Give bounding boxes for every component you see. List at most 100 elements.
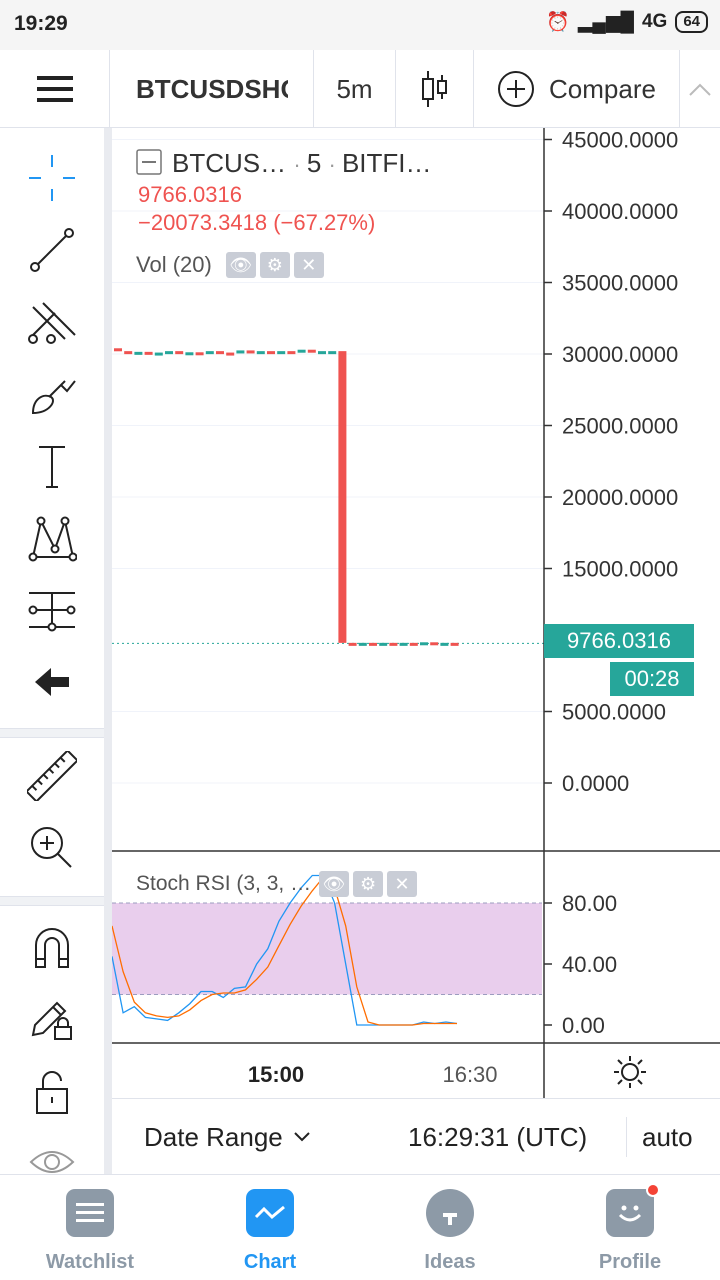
nav-profile-label: Profile <box>598 1251 662 1273</box>
chart-line-icon <box>246 1189 294 1237</box>
chart-area[interactable]: 45000.0000 40000.0000 35000.0000 30000.0000… <box>112 128 720 1098</box>
chart-settings-button[interactable] <box>612 1054 648 1090</box>
measure-levels-tool[interactable] <box>22 580 82 640</box>
pencil-lock-icon <box>31 1001 72 1040</box>
toolbar-divider <box>0 896 104 906</box>
signal-icon: ▂▄▆█ <box>577 11 634 33</box>
brush-tool[interactable] <box>22 364 82 424</box>
eye-icon[interactable]: 👁 <box>225 252 256 278</box>
list-icon <box>66 1189 114 1237</box>
price-tick-label: 5000.0000 <box>562 700 666 725</box>
close-icon[interactable]: ✕ <box>293 252 324 278</box>
candle <box>389 642 398 646</box>
candle <box>277 351 286 355</box>
volume-legend[interactable]: Vol (20) 👁 ⚙ ✕ <box>136 252 324 278</box>
stoch-series-line <box>112 876 457 1026</box>
stoch-band <box>112 903 542 995</box>
collapse-legend-icon[interactable] <box>136 149 162 175</box>
visibility-tool[interactable] <box>22 1134 82 1174</box>
crosshair-tool[interactable] <box>22 148 82 208</box>
lock-drawings-tool[interactable] <box>22 990 82 1050</box>
menu-button[interactable] <box>0 50 110 128</box>
candle <box>175 351 184 355</box>
candle <box>358 642 367 646</box>
candle <box>185 352 194 356</box>
nav-watchlist[interactable]: Watchlist <box>0 1189 180 1274</box>
candle <box>440 642 449 646</box>
interval-label: 5m <box>336 73 373 104</box>
trend-line-tool[interactable] <box>22 220 82 280</box>
alarm-icon: ⏰ <box>546 12 570 33</box>
candle <box>297 349 306 353</box>
back-tool[interactable] <box>22 652 82 712</box>
network-type: 4G <box>641 11 668 32</box>
candle <box>236 350 245 354</box>
ruler-tool[interactable] <box>22 746 82 806</box>
toolbar-separator <box>104 128 112 1174</box>
legend-last-price: 9766.0316 <box>138 182 242 207</box>
zoom-in-icon <box>31 827 72 868</box>
trend-line-icon <box>30 228 74 272</box>
nav-profile[interactable]: Profile <box>540 1183 720 1274</box>
auto-scale-button[interactable]: auto <box>642 1099 693 1175</box>
price-tick-label: 35000.0000 <box>562 271 678 296</box>
pitchfork-tool[interactable] <box>22 292 82 352</box>
drawing-toolbar <box>0 128 104 1174</box>
date-range-button[interactable]: Date Range <box>144 1099 311 1175</box>
chevron-up-icon <box>689 83 711 96</box>
chart-canvas[interactable]: 45000.0000 40000.0000 35000.0000 30000.0000… <box>112 128 720 1098</box>
status-time: 19:29 <box>14 12 68 35</box>
battery-icon: 64 <box>675 11 708 33</box>
stoch-tick-label: 40.00 <box>562 952 617 977</box>
price-tick-label: 30000.0000 <box>562 342 678 367</box>
eye-icon <box>29 1151 75 1173</box>
price-tick-label: 20000.0000 <box>562 485 678 510</box>
chart-toolbar: BTCUSDSHORTS 5m Compare <box>0 50 720 128</box>
candle <box>369 642 377 646</box>
nav-ideas[interactable]: Ideas <box>360 1189 540 1274</box>
zoom-tool[interactable] <box>22 818 82 878</box>
candle <box>226 352 235 356</box>
compare-label: Compare <box>549 73 656 104</box>
legend-interval: 5 <box>306 148 322 178</box>
volume-label: Vol (20) <box>136 252 212 277</box>
close-icon[interactable]: ✕ <box>387 871 418 897</box>
chevron-down-icon <box>294 1132 310 1142</box>
auto-scale-label: auto <box>642 1121 693 1152</box>
candle <box>399 642 408 646</box>
text-tool[interactable] <box>22 436 82 496</box>
nav-chart[interactable]: Chart <box>180 1189 360 1274</box>
chart-bottom-bar: Date Range 16:29:31 (UTC) auto <box>112 1098 720 1174</box>
timezone-button[interactable]: 16:29:31 (UTC) <box>408 1099 587 1175</box>
gear-icon[interactable]: ⚙ <box>353 871 384 897</box>
candle <box>154 352 163 356</box>
crosshair-icon <box>29 155 75 201</box>
lock-tool[interactable] <box>22 1062 82 1122</box>
candle <box>124 351 133 355</box>
eye-icon[interactable]: 👁 <box>319 871 350 897</box>
pattern-tool[interactable] <box>22 508 82 568</box>
magnet-icon <box>35 928 69 968</box>
symbol-button[interactable]: BTCUSDSHORTS <box>110 50 314 128</box>
status-bar: 19:29 ⏰ ▂▄▆█ 4G 64 <box>0 0 720 50</box>
candle <box>195 352 204 356</box>
gear-icon[interactable]: ⚙ <box>259 252 290 278</box>
candle <box>205 351 214 355</box>
candle <box>348 642 357 646</box>
nav-chart-label: Chart <box>243 1251 297 1273</box>
magnet-tool[interactable] <box>22 918 82 978</box>
pitchfork-icon <box>28 302 76 344</box>
collapse-toolbar-button[interactable] <box>680 50 720 128</box>
main-series-legend[interactable]: BTCUS… · 5 · BITFI… <box>136 148 432 179</box>
compare-button[interactable]: Compare <box>474 50 680 128</box>
candle <box>307 349 316 353</box>
chart-type-button[interactable] <box>396 50 474 128</box>
interval-button[interactable]: 5m <box>314 50 396 128</box>
bar-countdown-label: 00:28 <box>610 662 694 696</box>
stoch-tick-label: 0.00 <box>562 1013 605 1038</box>
candle <box>144 351 153 355</box>
legend-exchange: BITFI… <box>341 148 432 178</box>
utc-time: 16:29:31 (UTC) <box>408 1121 588 1152</box>
stoch-rsi-legend[interactable]: Stoch RSI (3, 3, … 👁 ⚙ ✕ <box>136 871 418 897</box>
candles-icon <box>421 71 447 107</box>
